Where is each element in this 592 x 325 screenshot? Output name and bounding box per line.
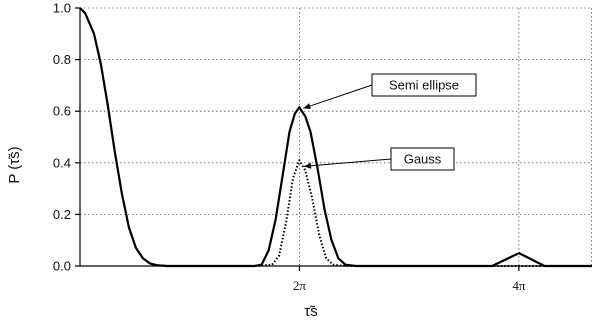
y-tick-label: 0.8	[53, 52, 71, 67]
y-axis-title: P (τ̃s)	[6, 146, 23, 183]
annotation-box	[390, 147, 455, 171]
x-tick-label: 2π	[293, 278, 307, 293]
axes	[79, 8, 592, 267]
annotation-label: Gauss	[404, 152, 442, 167]
x-axis-title: τ̃s	[304, 303, 317, 320]
series	[79, 7, 592, 268]
series-line-gauss	[79, 7, 592, 267]
y-tick-label: 1.0	[53, 1, 71, 16]
annotation-arrow-line	[303, 84, 373, 109]
series-line-semi-ellipse	[79, 7, 592, 268]
annotations: Semi ellipse Gauss	[303, 73, 477, 171]
annotation-box	[371, 73, 477, 97]
x-tick-label: 4π	[512, 278, 526, 293]
y-tick-label: 0.6	[53, 104, 71, 119]
y-tick-label: 0.4	[53, 155, 71, 170]
annotation-arrowhead	[304, 162, 312, 169]
grid-lines	[80, 7, 592, 266]
annotation-arrowhead	[303, 103, 311, 109]
tick-marks: 0.0 0.2 0.4 0.6 0.8 1.0 2π 4π	[53, 1, 526, 294]
annotation-arrow-line	[303, 158, 392, 167]
annotation-label: Semi ellipse	[389, 78, 459, 93]
y-tick-label: 0.0	[53, 259, 71, 274]
y-tick-label: 0.2	[53, 207, 71, 222]
